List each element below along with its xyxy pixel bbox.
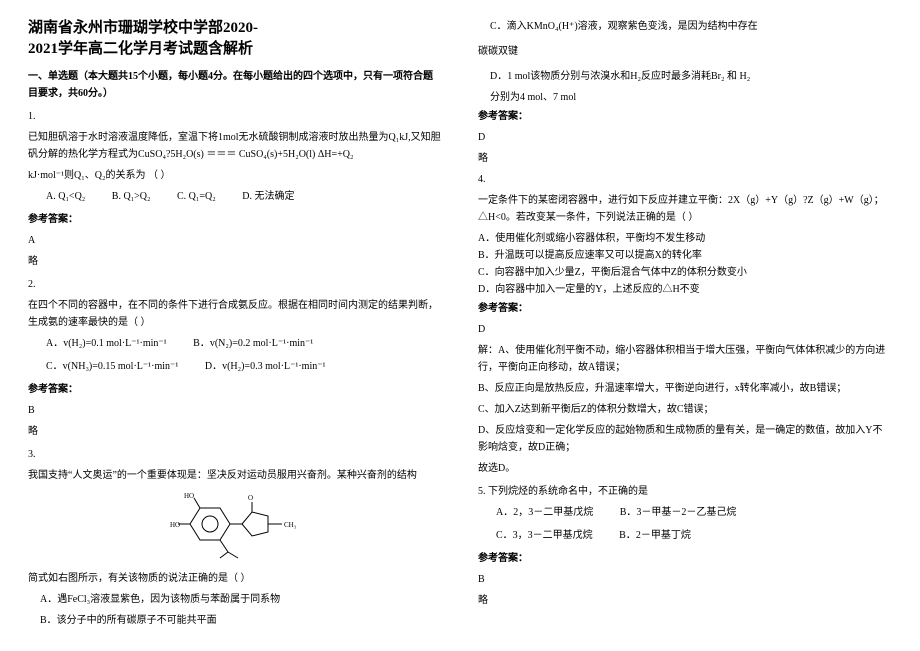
title-line1: 湖南省永州市珊瑚学校中学部2020- bbox=[28, 20, 258, 36]
q4-exp1: 解：A、使用催化剂平衡不动，缩小容器体积相当于增大压强，平衡向气体体积减少的方向… bbox=[478, 342, 892, 376]
q4-exp5: 故选D。 bbox=[478, 460, 892, 477]
q5-options-row1: A．2，3－二甲基戊烷 B．3－甲基－2－乙基己烷 bbox=[478, 504, 892, 521]
q4-opt-b: B．升温既可以提高反应速率又可以提高X的转化率 bbox=[478, 247, 892, 264]
molecule-icon: HO HO CH₃ O bbox=[170, 488, 300, 560]
q3-note: 略 bbox=[478, 150, 892, 167]
q4-exp3: C、加入Z达到新平衡后Z的体积分数增大，故C错误； bbox=[478, 401, 892, 418]
q5-note: 略 bbox=[478, 592, 892, 609]
q5-opt-b: B．3－甲基－2－乙基己烷 bbox=[620, 504, 737, 521]
q3-answer: D bbox=[478, 129, 892, 146]
svg-text:HO: HO bbox=[184, 492, 194, 500]
q2-ans-label: 参考答案： bbox=[28, 381, 442, 398]
q1-opt-b: B. Q₁>Q₂ bbox=[112, 188, 151, 205]
q1-num: 1. bbox=[28, 108, 442, 125]
q4-ans-label: 参考答案： bbox=[478, 300, 892, 317]
q2-opt-d: D．v(H₂)=0.3 mol·L⁻¹·min⁻¹ bbox=[205, 358, 326, 375]
page-title: 湖南省永州市珊瑚学校中学部2020- 2021学年高二化学月考试题含解析 bbox=[28, 18, 442, 60]
q1-note: 略 bbox=[28, 253, 442, 270]
right-column: C．滴入KMnO₄(H⁺)溶液，观察紫色变浅，是因为结构中存在 碳碳双键 D．1… bbox=[460, 0, 920, 651]
q4-exp4: D、反应焓变和一定化学反应的起始物质和生成物质的量有关，是一确定的数值，故加入Y… bbox=[478, 422, 892, 456]
q1-opt-d: D. 无法确定 bbox=[242, 188, 294, 205]
q3-opt-d-l2: 分别为4 mol、7 mol bbox=[478, 89, 892, 106]
question-2: 2. 在四个不同的容器中，在不同的条件下进行合成氨反应。根据在相同时间内测定的结… bbox=[28, 276, 442, 440]
q4-num: 4. bbox=[478, 171, 892, 188]
q4-exp2: B、反应正向是放热反应，升温速率增大，平衡逆向进行，x转化率减小，故B错误； bbox=[478, 380, 892, 397]
q1-ans-label: 参考答案： bbox=[28, 211, 442, 228]
q5-opt-a: A．2，3－二甲基戊烷 bbox=[496, 504, 593, 521]
q2-num: 2. bbox=[28, 276, 442, 293]
q3-opt-a: A．遇FeCl₃溶液显紫色，因为该物质与苯酚属于同系物 bbox=[28, 591, 442, 608]
q2-opt-c: C．v(NH₃)=0.15 mol·L⁻¹·min⁻¹ bbox=[46, 358, 178, 375]
q5-answer: B bbox=[478, 571, 892, 588]
q4-opt-d: D．向容器中加入一定量的Y，上述反应的△H不变 bbox=[478, 281, 892, 298]
q3-ans-label: 参考答案： bbox=[478, 108, 892, 125]
molecule-figure: HO HO CH₃ O bbox=[28, 488, 442, 566]
question-4: 4. 一定条件下的某密闭容器中，进行如下反应并建立平衡：2X（g）+Y（g）?Z… bbox=[478, 171, 892, 477]
q3-opt-c-l1: C．滴入KMnO₄(H⁺)溶液，观察紫色变浅，是因为结构中存在 bbox=[478, 18, 892, 35]
q2-text: 在四个不同的容器中，在不同的条件下进行合成氨反应。根据在相同时间内测定的结果判断… bbox=[28, 297, 442, 331]
q1-text: 已知胆矾溶于水时溶液温度降低，室温下将1mol无水硫酸铜制成溶液时放出热量为Q₁… bbox=[28, 129, 442, 163]
q2-note: 略 bbox=[28, 423, 442, 440]
section1-heading: 一、单选题（本大题共15个小题，每小题4分。在每小题给出的四个选项中，只有一项符… bbox=[28, 68, 442, 102]
svg-text:HO: HO bbox=[170, 521, 180, 529]
question-3: 3. 我国支持“人文奥运”的一个重要体现是：坚决反对运动员服用兴奋剂。某种兴奋剂… bbox=[28, 446, 442, 629]
question-1: 1. 已知胆矾溶于水时溶液温度降低，室温下将1mol无水硫酸铜制成溶液时放出热量… bbox=[28, 108, 442, 270]
q3-opt-b: B．该分子中的所有碳原子不可能共平面 bbox=[28, 612, 442, 629]
q5-numtext: 5. 下列烷烃的系统命名中，不正确的是 bbox=[478, 483, 892, 500]
q5-opt-d: B．2－甲基丁烷 bbox=[619, 527, 691, 544]
q2-opt-a: A．v(H₂)=0.1 mol·L⁻¹·min⁻¹ bbox=[46, 335, 167, 352]
svg-text:O: O bbox=[248, 494, 253, 502]
q2-options-row1: A．v(H₂)=0.1 mol·L⁻¹·min⁻¹ B．v(N₂)=0.2 mo… bbox=[28, 335, 442, 352]
svg-text:CH₃: CH₃ bbox=[284, 521, 297, 529]
q5-options-row2: C．3，3－二甲基戊烷 B．2－甲基丁烷 bbox=[478, 527, 892, 544]
q2-answer: B bbox=[28, 402, 442, 419]
q4-opt-a: A．使用催化剂或缩小容器体积，平衡均不发生移动 bbox=[478, 230, 892, 247]
q4-answer: D bbox=[478, 321, 892, 338]
q5-ans-label: 参考答案： bbox=[478, 550, 892, 567]
q2-opt-b: B．v(N₂)=0.2 mol·L⁻¹·min⁻¹ bbox=[193, 335, 313, 352]
q3-num: 3. bbox=[28, 446, 442, 463]
q5-num: 5. bbox=[478, 486, 486, 497]
q1-opt-c: C. Q₁=Q₂ bbox=[177, 188, 216, 205]
q1-opt-a: A. Q₁<Q₂ bbox=[46, 188, 85, 205]
q3-text2: 简式如右图所示，有关该物质的说法正确的是（ ） bbox=[28, 570, 442, 587]
q1-answer: A bbox=[28, 232, 442, 249]
q1-options: A. Q₁<Q₂ B. Q₁>Q₂ C. Q₁=Q₂ D. 无法确定 bbox=[28, 188, 442, 205]
q3-opt-d-l1: D．1 mol该物质分别与浓溴水和H₂反应时最多消耗Br₂ 和 H₂ bbox=[478, 68, 892, 85]
q1-text2: kJ·mol⁻¹则Q₁、Q₂的关系为 （ ） bbox=[28, 167, 442, 184]
question-5: 5. 下列烷烃的系统命名中，不正确的是 A．2，3－二甲基戊烷 B．3－甲基－2… bbox=[478, 483, 892, 609]
q4-text: 一定条件下的某密闭容器中，进行如下反应并建立平衡：2X（g）+Y（g）?Z（g）… bbox=[478, 192, 892, 226]
q5-text: 下列烷烃的系统命名中，不正确的是 bbox=[488, 486, 648, 497]
q3-text: 我国支持“人文奥运”的一个重要体现是：坚决反对运动员服用兴奋剂。某种兴奋剂的结构 bbox=[28, 467, 442, 484]
q5-opt-c: C．3，3－二甲基戊烷 bbox=[496, 527, 593, 544]
left-column: 湖南省永州市珊瑚学校中学部2020- 2021学年高二化学月考试题含解析 一、单… bbox=[0, 0, 460, 651]
q4-opt-c: C．向容器中加入少量Z，平衡后混合气体中Z的体积分数变小 bbox=[478, 264, 892, 281]
q3-opt-c-l2: 碳碳双键 bbox=[478, 43, 892, 60]
q2-options-row2: C．v(NH₃)=0.15 mol·L⁻¹·min⁻¹ D．v(H₂)=0.3 … bbox=[28, 358, 442, 375]
title-line2: 2021学年高二化学月考试题含解析 bbox=[28, 41, 253, 57]
